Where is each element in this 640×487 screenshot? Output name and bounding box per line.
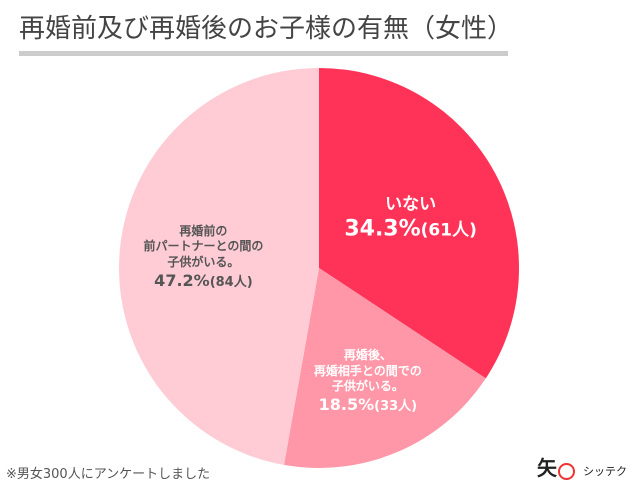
slice-value: 34.3%(61人): [344, 216, 477, 242]
slice-label-1: 再婚後、 再婚相手との間での 子供がいる。 18.5%(33人): [314, 348, 422, 416]
title-underline: [19, 51, 508, 56]
logo-face-icon: [558, 462, 575, 480]
slice-label-text: 再婚前の 前パートナーとの間の 子供がいる。: [143, 223, 264, 270]
slice-label-0: いない 34.3%(61人): [344, 193, 477, 244]
slice-label-2: 再婚前の 前パートナーとの間の 子供がいる。 47.2%(84人): [143, 224, 263, 292]
slice-value: 47.2%(84人): [154, 270, 253, 290]
chart-title: 再婚前及び再婚後のお子様の有無（女性）: [19, 14, 514, 44]
slice-label-text: いない: [385, 194, 437, 215]
slice-value: 18.5%(33人): [318, 394, 418, 414]
logo: 矢シッテク: [537, 456, 627, 480]
pie-slice-2: [119, 68, 320, 465]
pie-slice-1: [283, 268, 486, 468]
pie-slice-0: [319, 68, 519, 379]
slice-label-text: 再婚後、 再婚相手との間での 子供がいる。: [313, 348, 422, 394]
survey-note: ※男女300人にアンケートしました: [6, 467, 211, 482]
